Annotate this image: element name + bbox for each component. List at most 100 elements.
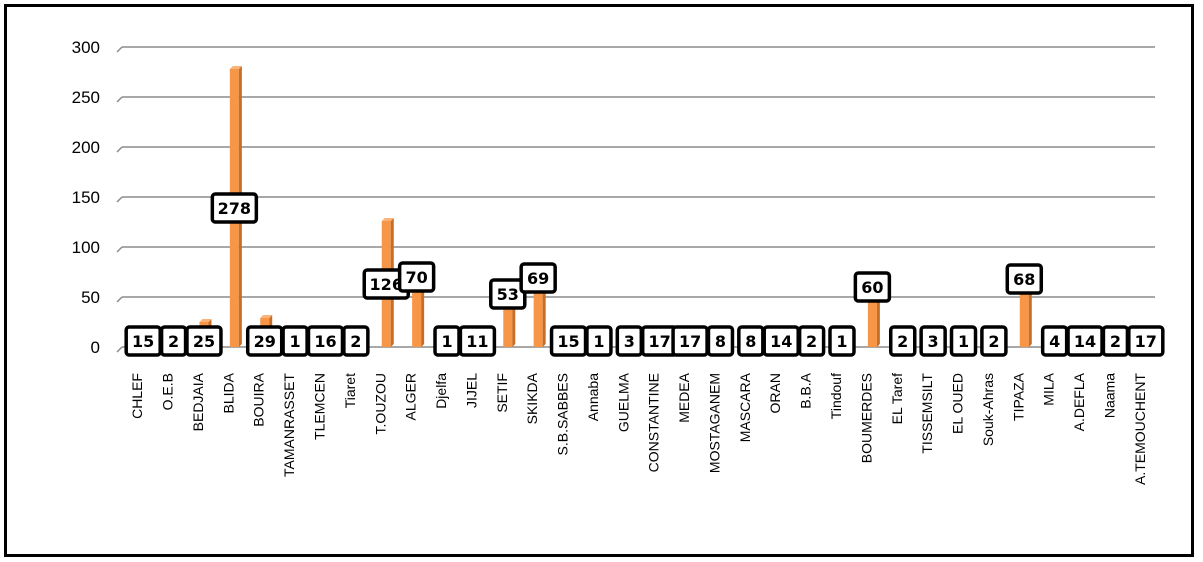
- data-label-text: 278: [218, 199, 251, 218]
- y-tick-label: 50: [81, 288, 100, 307]
- data-label-text: 29: [254, 332, 276, 351]
- x-category-label: MILA: [1041, 372, 1057, 405]
- chart-frame: [4, 4, 1194, 557]
- data-label-BOUIRA: 29: [245, 325, 284, 357]
- x-category-label: MOSTAGANEM: [706, 373, 722, 473]
- x-category-label: TIPAZA: [1010, 372, 1026, 421]
- data-label-box: [1127, 325, 1165, 357]
- data-label-SETIF: 53: [489, 278, 527, 310]
- data-label-TIPAZA: 68: [1005, 263, 1044, 295]
- x-category-label: TISSEMSILT: [919, 373, 935, 454]
- x-category-label: Djelfa: [433, 373, 449, 409]
- bars: [138, 66, 1154, 347]
- gridlines: [116, 46, 1155, 353]
- data-label-box: [949, 325, 978, 357]
- data-label-text: 14: [770, 332, 792, 351]
- data-label-box: [489, 278, 527, 310]
- x-category-label: EL Taref: [889, 373, 905, 424]
- x-category-label: BOUIRA: [251, 372, 267, 426]
- data-label-ORAN: 14: [762, 325, 800, 357]
- data-label-Annaba: 1: [585, 325, 613, 357]
- x-category-label: Souk-Ahras: [980, 373, 996, 446]
- data-label-box: [1005, 263, 1044, 295]
- data-label-box: [397, 261, 436, 293]
- data-label-text: 2: [168, 332, 179, 351]
- data-label-text: 17: [1135, 332, 1157, 351]
- data-label-MASCARA: 8: [737, 325, 765, 357]
- x-category-label: ORAN: [767, 373, 783, 413]
- x-category-label: Tiaret: [342, 373, 358, 408]
- data-label-text: 3: [928, 332, 939, 351]
- data-label-Tindouf: 1: [828, 325, 856, 357]
- data-label-GUELMA: 3: [615, 325, 644, 357]
- x-category-label: ALGER: [403, 373, 419, 420]
- x-category-label: SETIF: [494, 373, 510, 413]
- x-category-label: S.B.SABBES: [555, 373, 571, 455]
- y-tick-label: 200: [72, 138, 100, 157]
- data-label-box: [797, 325, 826, 357]
- gridline-depth-200: [116, 146, 123, 153]
- data-label-MOSTAGANEM: 8: [706, 325, 735, 357]
- data-label-O.E.B: 2: [159, 325, 188, 357]
- data-label-BEDJAIA: 25: [185, 325, 223, 357]
- y-axis-ticks: 0 50 100 150 200 250 300: [72, 38, 100, 357]
- y-tick-label: 250: [72, 88, 100, 107]
- data-label-text: 1: [290, 332, 301, 351]
- data-label-S.B.SABBES: 15: [549, 325, 588, 357]
- bar-face: [1019, 279, 1029, 347]
- data-label-T.OUZOU: 126: [362, 268, 410, 300]
- data-label-text: 1: [593, 332, 604, 351]
- data-label-text: 1: [441, 332, 452, 351]
- y-tick-label: 0: [91, 338, 100, 357]
- gridline-depth-150: [116, 196, 123, 203]
- x-category-label: MEDEA: [676, 372, 692, 422]
- x-category-label: Annaba: [585, 373, 601, 421]
- data-label-EL Taref: 2: [889, 325, 917, 357]
- x-category-label: SKIKDA: [524, 372, 540, 424]
- data-label-text: 17: [679, 332, 701, 351]
- data-label-CHLEF: 15: [124, 325, 162, 357]
- data-label-box: [458, 325, 497, 357]
- data-label-text: 15: [557, 332, 579, 351]
- x-category-label: GUELMA: [615, 372, 631, 432]
- bar-top: [381, 218, 394, 221]
- gridline-depth-300: [116, 46, 123, 53]
- data-label-B.B.A: 2: [797, 325, 826, 357]
- x-axis-categories: CHLEF O.E.B BEDJAIA BLIDA BOUIRA TAMANRASSET T…: [129, 372, 1148, 485]
- data-label-text: 1: [958, 332, 969, 351]
- y-tick-label: 300: [72, 38, 100, 57]
- gridline-depth-100: [116, 246, 123, 253]
- data-label-Souk-Ahras: 2: [980, 325, 1008, 357]
- data-label-text: 2: [350, 332, 361, 351]
- data-label-text: 69: [527, 269, 549, 288]
- x-category-label: O.E.B: [160, 373, 176, 410]
- data-label-box: [585, 325, 613, 357]
- data-label-text: 70: [405, 268, 427, 287]
- data-label-A.TEMOUCHENT: 17: [1127, 325, 1165, 357]
- data-label-MILA: 4: [1040, 325, 1069, 357]
- data-label-Tiaret: 2: [342, 325, 370, 357]
- x-category-label: TAMANRASSET: [281, 373, 297, 477]
- data-label-EL OUED: 1: [949, 325, 978, 357]
- x-category-label: TLEMCEN: [311, 373, 327, 440]
- data-label-box: [519, 262, 557, 294]
- bar-face: [533, 278, 543, 347]
- data-label-TISSEMSILT: 3: [919, 325, 947, 357]
- bar-face: [412, 277, 422, 347]
- data-label-box: [853, 271, 892, 303]
- x-category-label: Tindouf: [828, 373, 844, 419]
- x-category-label: MASCARA: [737, 372, 753, 442]
- data-label-text: 2: [897, 332, 908, 351]
- x-category-label: Naama: [1101, 373, 1117, 418]
- data-label-text: 2: [806, 332, 817, 351]
- data-label-Djelfa: 1: [433, 325, 461, 357]
- data-label-text: 2: [1110, 332, 1121, 351]
- data-label-text: 126: [370, 275, 403, 294]
- data-label-text: 53: [497, 285, 519, 304]
- data-label-box: [706, 325, 735, 357]
- x-category-label: A.TEMOUCHENT: [1132, 373, 1148, 485]
- x-category-label: A.DEFLA: [1071, 372, 1087, 431]
- data-label-text: 8: [745, 332, 756, 351]
- data-label-ALGER: 70: [397, 261, 436, 293]
- data-label-TAMANRASSET: 1: [281, 325, 309, 357]
